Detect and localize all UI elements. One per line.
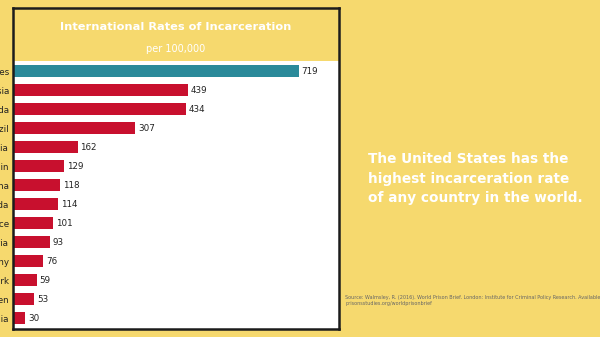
Text: 307: 307 <box>138 124 155 133</box>
Text: per 100,000: per 100,000 <box>146 44 206 54</box>
Text: 719: 719 <box>302 67 318 75</box>
Bar <box>13 198 58 210</box>
Text: 30: 30 <box>28 314 39 323</box>
Bar <box>13 65 299 77</box>
Text: 434: 434 <box>188 104 205 114</box>
Text: 53: 53 <box>37 295 48 304</box>
Bar <box>13 84 188 96</box>
Text: 59: 59 <box>40 276 50 285</box>
Bar <box>13 312 25 324</box>
Text: 114: 114 <box>61 200 78 209</box>
Text: 162: 162 <box>80 143 97 152</box>
Text: 76: 76 <box>46 256 58 266</box>
Bar <box>13 160 64 172</box>
Bar <box>13 179 60 191</box>
Text: 129: 129 <box>67 162 84 171</box>
Text: The United States has the
highest incarceration rate
of any country in the world: The United States has the highest incarc… <box>368 152 583 205</box>
Text: Source: Walmsley, R. (2016). World Prison Brief. London: Institute for Criminal : Source: Walmsley, R. (2016). World Priso… <box>345 295 600 306</box>
Bar <box>13 217 53 229</box>
Bar <box>13 255 43 267</box>
Bar <box>13 141 77 153</box>
Text: 118: 118 <box>63 181 79 190</box>
Text: 93: 93 <box>53 238 64 247</box>
Bar <box>13 122 135 134</box>
Text: International Rates of Incarceration: International Rates of Incarceration <box>61 22 292 32</box>
Text: 439: 439 <box>190 86 207 95</box>
Bar <box>13 236 50 248</box>
Bar <box>13 103 185 115</box>
Bar <box>13 293 34 305</box>
Text: 101: 101 <box>56 219 73 227</box>
Bar <box>13 274 37 286</box>
